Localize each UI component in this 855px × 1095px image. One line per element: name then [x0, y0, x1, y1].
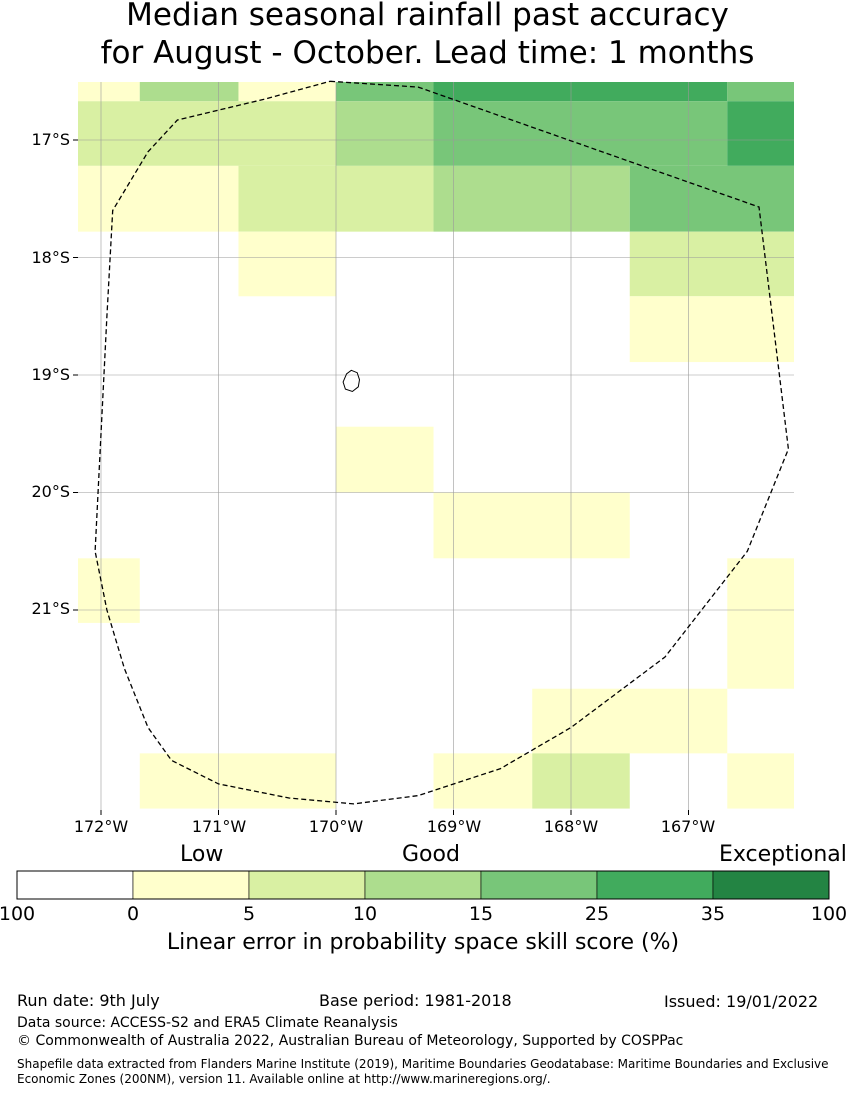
issued-date: Issued: 19/01/2022 [664, 992, 819, 1011]
category-exceptional: Exceptional [719, 842, 847, 867]
colorbar [16, 870, 830, 900]
grid-cell [433, 492, 630, 559]
longitude-labels: 172°W 171°W 170°W 169°W 168°W 167°W [74, 817, 716, 836]
map-title: Median seasonal rainfall past accuracy f… [0, 0, 855, 72]
shapefile-credit: Shapefile data extracted from Flanders M… [17, 1057, 829, 1086]
lon-label: 169°W [427, 817, 482, 836]
grid-cell [238, 231, 336, 297]
grid-cell [727, 82, 794, 102]
grid-cell [336, 82, 434, 102]
grid-cell [139, 753, 336, 809]
lat-label: 21°S [31, 599, 70, 618]
grid-cell [629, 296, 794, 363]
grid-cell [532, 753, 630, 809]
colorbar-tick: 15 [469, 903, 493, 925]
colorbar-tick: 35 [701, 903, 725, 925]
grid-cell [433, 101, 728, 166]
lat-label: 20°S [31, 482, 70, 501]
grid-cell [727, 101, 794, 166]
grid-cell [433, 165, 630, 232]
lon-label: 172°W [74, 817, 129, 836]
lat-label: 18°S [31, 248, 70, 267]
lon-label: 167°W [661, 817, 716, 836]
grid-cell [727, 753, 794, 809]
run-date: Run date: 9th July [17, 991, 160, 1010]
colorbar-frame [16, 870, 830, 900]
grid-cell [336, 101, 434, 166]
colorbar-title: Linear error in probability space skill … [166, 930, 680, 955]
grid-cell [433, 82, 728, 102]
colorbar-tick: 0 [127, 903, 139, 925]
colorbar-tick: 25 [585, 903, 609, 925]
grid-cell [78, 165, 239, 232]
base-period: Base period: 1981-2018 [319, 991, 512, 1010]
grid-cell [532, 688, 728, 754]
data-source: Data source: ACCESS-S2 and ERA5 Climate … [17, 1015, 398, 1031]
colorbar-segment [712, 870, 830, 900]
lat-label: 17°S [31, 130, 70, 149]
lon-label: 171°W [192, 817, 247, 836]
lon-label: 170°W [309, 817, 364, 836]
colorbar-tick: 100 [0, 903, 35, 925]
latitude-labels: 17°S 18°S 19°S 20°S 21°S [31, 130, 70, 618]
graticule [73, 82, 794, 815]
colorbar-segment [132, 870, 250, 900]
category-low: Low [180, 842, 224, 867]
colorbar-segment [16, 870, 134, 900]
lat-label: 19°S [31, 365, 70, 384]
colorbar-segment [248, 870, 366, 900]
grid-cell [139, 82, 239, 102]
title-line-2: for August - October. Lead time: 1 month… [100, 35, 755, 71]
grid-cell [433, 753, 533, 809]
colorbar-segment [364, 870, 482, 900]
eez-boundary [94, 80, 790, 805]
grid-cell [727, 558, 794, 689]
island-outline [342, 369, 361, 393]
grid-cell [336, 426, 434, 493]
copyright: © Commonwealth of Australia 2022, Austra… [17, 1033, 684, 1049]
colorbar-segment [596, 870, 714, 900]
grid-cell [629, 165, 794, 232]
colorbar-tick: 5 [243, 903, 255, 925]
title-line-1: Median seasonal rainfall past accuracy [126, 0, 729, 33]
colorbar-tick: 10 [353, 903, 377, 925]
grid-cell [238, 82, 336, 102]
grid-cell [78, 101, 336, 166]
skill-score-grid [78, 82, 794, 809]
category-good: Good [402, 842, 460, 867]
grid-cell [78, 558, 140, 623]
grid-cell [629, 231, 794, 297]
grid-cell [78, 82, 140, 102]
colorbar-segment [480, 870, 598, 900]
colorbar-tick: 100 [811, 903, 847, 925]
lon-label: 168°W [544, 817, 599, 836]
colorbar-tick-labels: 100 0 5 10 15 25 35 100 [0, 903, 847, 925]
